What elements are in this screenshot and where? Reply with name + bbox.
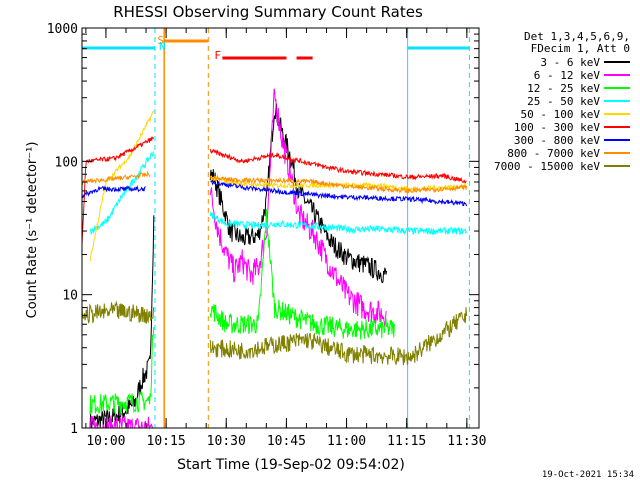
x-tick-label: 11:00 [327, 434, 366, 449]
y-tick-label: 10 [62, 289, 78, 304]
x-axis-label: Start Time (19-Sep-02 09:54:02) [177, 457, 405, 473]
y-tick-label: 1 [70, 422, 78, 437]
series-line [210, 180, 468, 207]
plot-area: SN F [81, 28, 470, 430]
chart-title: RHESSI Observing Summary Count Rates [113, 3, 423, 21]
night-flag-label: N [159, 40, 166, 53]
x-tick-label: 10:15 [147, 434, 186, 449]
y-tick-label: 1000 [47, 22, 78, 37]
generation-timestamp: 19-Oct-2021 15:34 [542, 470, 634, 480]
x-tick-label: 10:00 [86, 434, 125, 449]
legend-entry-label: 800 - 7000 keV [507, 147, 600, 160]
y-axis-label: Count Rate (s⁻¹ detector⁻¹) [25, 142, 40, 319]
legend-entry-label: 7000 - 15000 keV [494, 160, 600, 173]
series-line [209, 307, 468, 366]
series-line [81, 170, 151, 186]
legend-entry-label: 6 - 12 keV [534, 69, 601, 82]
legend-header-line-1: Det 1,3,4,5,6,9, [524, 30, 630, 43]
x-tick-label: 11:30 [447, 434, 486, 449]
legend-entry-label: 50 - 100 keV [521, 108, 601, 121]
series-line [89, 327, 155, 415]
series-line [81, 135, 155, 244]
legend: Det 1,3,4,5,6,9, FDecim 1, Att 0 3 - 6 k… [494, 30, 630, 173]
series-line [209, 211, 468, 236]
x-tick-label: 10:30 [207, 434, 246, 449]
legend-header-line-2: FDecim 1, Att 0 [531, 42, 630, 55]
series-line [81, 300, 155, 324]
series-line [209, 209, 395, 340]
legend-entry-label: 12 - 25 keV [527, 82, 600, 95]
legend-entry-label: 300 - 800 keV [514, 134, 600, 147]
series-line [81, 185, 146, 199]
series-line [89, 151, 155, 236]
y-tick-label: 100 [55, 155, 78, 170]
series-line [209, 148, 467, 184]
series-line [209, 174, 468, 194]
flare-flag-label: F [214, 49, 221, 62]
axes: 1 10 100 1000 10:00 10:15 10:30 10:45 11:00 11:15… [47, 22, 487, 449]
series-line [89, 109, 155, 262]
x-tick-label: 10:45 [267, 434, 306, 449]
series-line [209, 88, 387, 328]
legend-entry-label: 100 - 300 keV [514, 121, 600, 134]
x-tick-label: 11:15 [387, 434, 426, 449]
series-line [209, 103, 388, 284]
plot-frame [81, 27, 480, 429]
legend-entry-label: 25 - 50 keV [527, 95, 600, 108]
legend-entry-label: 3 - 6 keV [540, 56, 600, 69]
saa-flag-label: S [157, 34, 164, 47]
